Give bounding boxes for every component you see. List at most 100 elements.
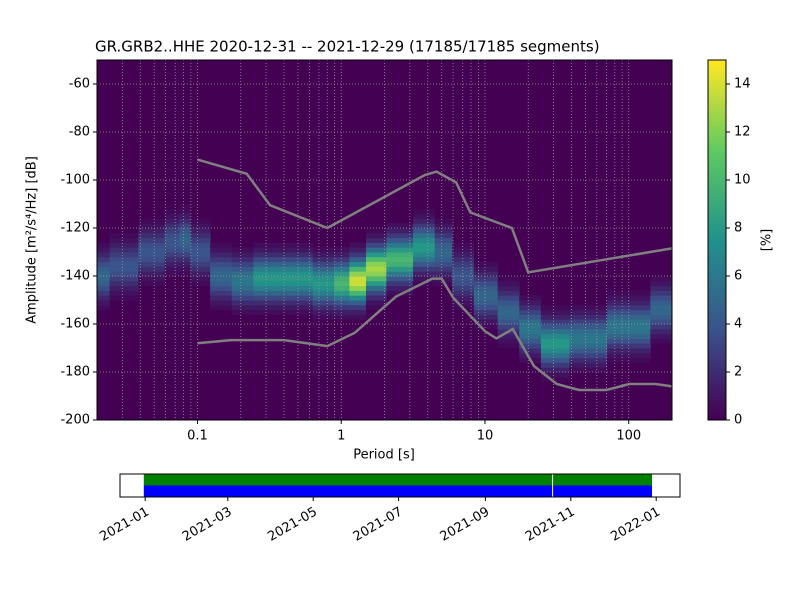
density-cell — [349, 266, 367, 272]
density-cell — [365, 276, 387, 282]
density-cell — [569, 328, 608, 335]
density-cell — [473, 300, 499, 306]
density-cell — [569, 333, 608, 339]
colorbar-swatch — [708, 417, 726, 421]
density-cell — [519, 348, 542, 354]
density-cell — [473, 319, 499, 325]
y-axis-label: Amplitude [m²/s⁴/Hz] [dB] — [25, 156, 40, 324]
density-cell — [434, 223, 453, 229]
density-cell — [312, 309, 335, 315]
colorbar-swatch — [708, 183, 726, 187]
density-cell — [334, 247, 350, 253]
density-cell — [386, 266, 414, 272]
colorbar-swatch — [708, 234, 726, 238]
colorbar-swatch — [708, 294, 726, 298]
timeline-tick-label: 2022-01 — [608, 505, 663, 545]
density-cell — [253, 280, 283, 287]
colorbar-tick-label: 8 — [734, 221, 742, 236]
density-cell — [109, 232, 139, 239]
density-cell — [349, 314, 367, 320]
density-cell — [109, 295, 139, 301]
density-cell — [497, 276, 520, 282]
density-cell — [473, 290, 499, 296]
density-cell — [190, 223, 211, 229]
colorbar-swatch — [708, 87, 726, 91]
density-cell — [650, 280, 673, 287]
colorbar-swatch — [708, 210, 726, 214]
density-cell — [109, 237, 139, 243]
colorbar-swatch — [708, 219, 726, 223]
density-cell — [413, 218, 436, 224]
density-cell — [97, 276, 111, 282]
colorbar-swatch — [708, 225, 726, 229]
density-cell — [413, 252, 436, 258]
colorbar-swatch — [708, 102, 726, 106]
density-cell — [282, 290, 314, 296]
density-cell — [386, 271, 414, 277]
density-cell — [97, 266, 111, 272]
density-cell — [138, 261, 166, 267]
density-cell — [334, 271, 350, 277]
colorbar-swatch — [708, 105, 726, 109]
density-cell — [109, 280, 139, 287]
colorbar-swatch — [708, 330, 726, 334]
density-cell — [349, 276, 367, 282]
density-cell — [386, 242, 414, 248]
density-cell — [365, 256, 387, 263]
density-cell — [497, 290, 520, 296]
colorbar-tick-label: 0 — [734, 413, 742, 428]
density-cell — [253, 276, 283, 282]
density-cell — [282, 266, 314, 272]
density-cell — [497, 295, 520, 301]
colorbar-swatch — [708, 63, 726, 67]
density-cell — [231, 304, 254, 311]
colorbar-swatch — [708, 162, 726, 166]
colorbar-tick-label: 4 — [734, 317, 742, 332]
density-cell — [164, 213, 180, 219]
density-cell — [569, 367, 608, 373]
colorbar-swatch — [708, 387, 726, 391]
density-cell — [497, 324, 520, 330]
density-cell — [109, 252, 139, 258]
density-cell — [210, 242, 233, 248]
colorbar-swatch — [708, 267, 726, 271]
density-cell — [519, 319, 542, 325]
density-cell — [334, 295, 350, 301]
density-cell — [540, 324, 571, 330]
density-cell — [386, 256, 414, 263]
density-cell — [650, 338, 673, 344]
colorbar-swatch — [708, 153, 726, 157]
colorbar-label: [%] — [760, 229, 775, 252]
colorbar-swatch — [708, 300, 726, 304]
colorbar-swatch — [708, 372, 726, 376]
colorbar-swatch — [708, 363, 726, 367]
colorbar-swatch — [708, 390, 726, 394]
density-cell — [434, 218, 453, 224]
density-cell — [164, 266, 180, 272]
density-cell — [190, 242, 211, 248]
density-cell — [413, 228, 436, 234]
density-cell — [210, 247, 233, 253]
density-cell — [650, 328, 673, 335]
density-cell — [473, 266, 499, 272]
density-cell — [365, 232, 387, 239]
chart-title: GR.GRB2..HHE 2020-12-31 -- 2021-12-29 (1… — [95, 38, 600, 56]
density-cell — [650, 324, 673, 330]
density-cell — [253, 290, 283, 296]
timeline-tick-label: 2021-07 — [351, 505, 406, 545]
density-cell — [413, 237, 436, 243]
density-cell — [434, 276, 453, 282]
x-tick-label: 1 — [337, 429, 345, 444]
density-cell — [231, 261, 254, 267]
density-cell — [164, 256, 180, 263]
density-cell — [312, 261, 335, 267]
colorbar-swatch — [708, 324, 726, 328]
density-cell — [540, 376, 571, 383]
colorbar-swatch — [708, 282, 726, 286]
density-cell — [365, 290, 387, 296]
timeline-tick-label: 2021-03 — [180, 505, 235, 545]
colorbar-swatch — [708, 315, 726, 319]
density-cell — [190, 261, 211, 267]
density-cell — [452, 252, 475, 258]
density-cell — [434, 247, 453, 253]
